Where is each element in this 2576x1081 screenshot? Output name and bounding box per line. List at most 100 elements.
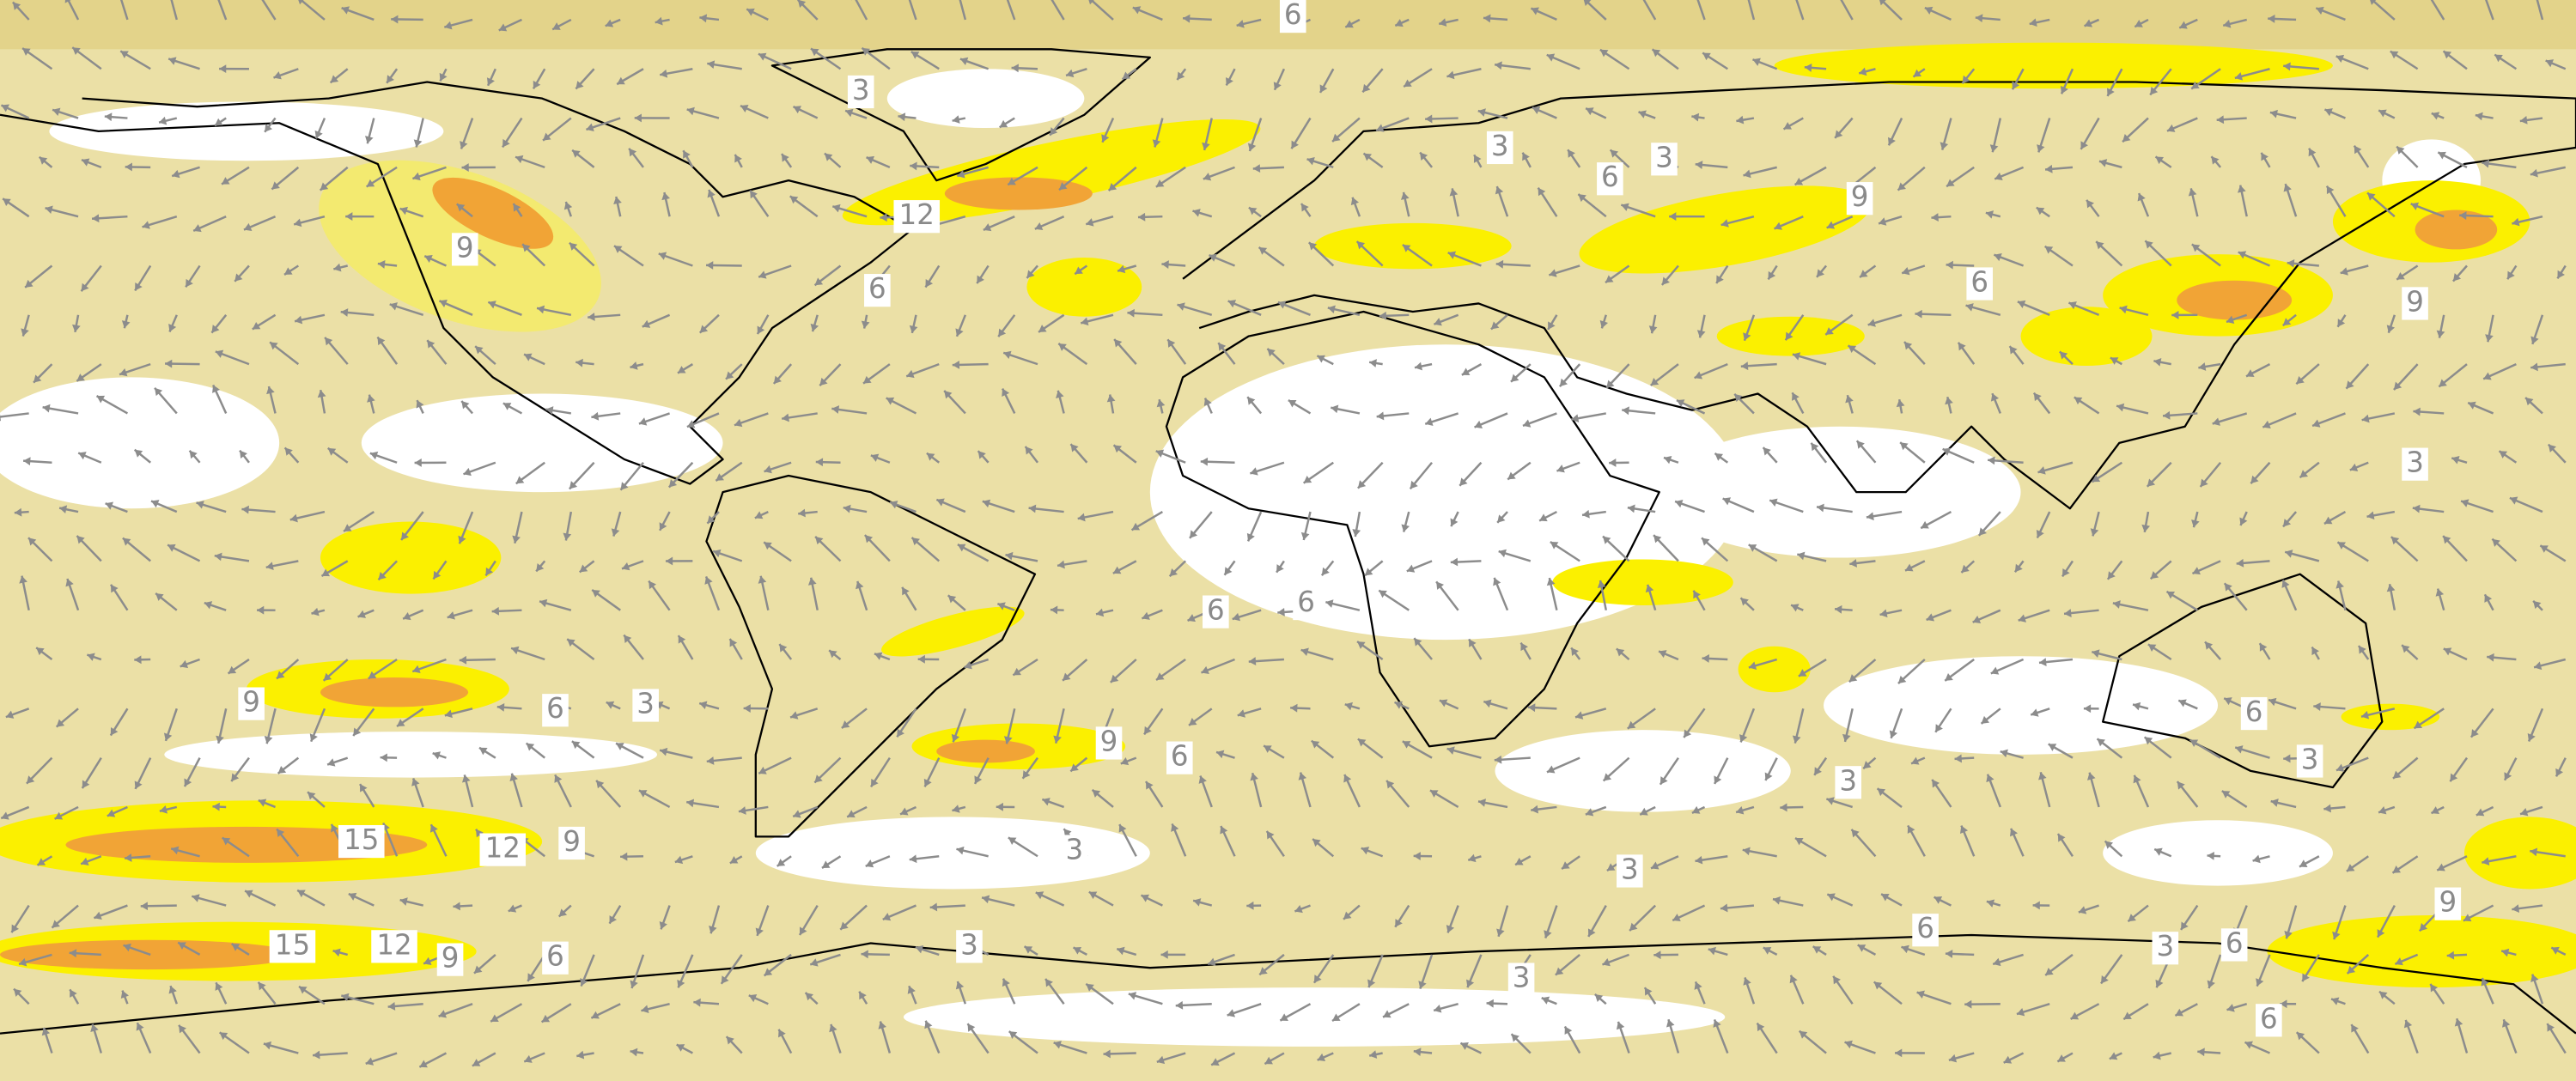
arrow-head <box>1708 946 1716 956</box>
arrow-head <box>204 601 213 610</box>
wind-core <box>936 739 1035 763</box>
arrow-head <box>591 411 600 421</box>
calm-area <box>1824 656 2219 755</box>
arrow-head <box>1546 765 1556 774</box>
arrow-head <box>341 6 350 15</box>
arrow-head <box>909 325 918 333</box>
arrow-head <box>1317 1053 1326 1061</box>
arrow-head <box>1226 76 1233 86</box>
arrow-head <box>271 181 280 190</box>
arrow-head <box>2361 414 2370 423</box>
contour-label: 6 <box>546 692 564 725</box>
arrow-head <box>1990 666 2000 675</box>
arrow-head <box>1599 49 1609 58</box>
label-box <box>1095 726 1123 760</box>
arrow-head <box>2358 646 2366 654</box>
contour-label: 12 <box>485 832 521 865</box>
arrow-head <box>746 8 755 16</box>
arrow-head <box>569 481 578 489</box>
arrow-head <box>1792 352 1801 361</box>
arrow-head <box>638 417 648 426</box>
arrow-head <box>277 671 285 679</box>
arrow-head <box>155 387 163 397</box>
arrow-head <box>81 857 89 865</box>
arrow-head <box>1531 805 1538 814</box>
arrow-head <box>1498 549 1507 558</box>
wind-arrow <box>855 0 868 21</box>
arrow-head <box>2283 519 2292 527</box>
arrow-head <box>2519 116 2528 124</box>
arrow-head <box>2175 1008 2183 1017</box>
arrow-head <box>458 535 466 544</box>
coastline <box>770 48 1151 182</box>
wind-band <box>2341 703 2440 731</box>
arrow-head <box>810 48 819 57</box>
arrow-head <box>1602 958 1611 967</box>
contour-label: 6 <box>1207 594 1225 627</box>
wind-core <box>320 677 469 708</box>
arrow-head <box>799 926 807 935</box>
arrow-head <box>1669 212 1677 222</box>
arrow-head <box>1978 527 1988 536</box>
arrow-head <box>1288 400 1297 408</box>
arrow-head <box>1364 568 1373 576</box>
arrow-head <box>1155 179 1165 187</box>
arrow-head <box>611 528 620 537</box>
arrow-head <box>1774 222 1782 230</box>
arrow-head <box>1088 0 1094 5</box>
arrow-head <box>1425 114 1433 124</box>
arrow-head <box>944 391 953 399</box>
arrow-head <box>2492 538 2500 547</box>
arrow-head <box>453 902 460 911</box>
arrow-head <box>1477 799 1486 807</box>
calm-area <box>361 393 723 493</box>
arrow-head <box>1851 829 1860 838</box>
arrow-head <box>2039 658 2047 666</box>
contour-label: 12 <box>376 928 411 961</box>
arrow-head <box>327 447 337 456</box>
arrow-head <box>1167 339 1176 348</box>
arrow-head <box>120 51 129 58</box>
arrow-head <box>699 701 708 709</box>
arrow-head <box>2281 580 2290 588</box>
arrow-head <box>423 957 432 965</box>
arrow-head <box>630 980 638 989</box>
arrow-head <box>1063 672 1071 681</box>
wind-band <box>1738 646 1811 693</box>
arrow-head <box>1439 699 1448 708</box>
arrow-head <box>952 360 960 369</box>
arrow-head <box>1402 244 1411 252</box>
arrow-head <box>1110 674 1119 683</box>
label-box <box>542 694 569 727</box>
arrow-head <box>2393 381 2402 390</box>
arrow-head <box>674 855 684 865</box>
arrow-head <box>1092 789 1101 798</box>
arrow-head <box>1877 788 1886 797</box>
wind-band <box>1579 185 1871 274</box>
arrow-head <box>982 499 991 508</box>
arrow-head <box>2064 609 2072 617</box>
contour-label: 3 <box>2157 930 2175 963</box>
arrow-head <box>1962 75 1970 84</box>
arrow-head <box>2331 997 2340 1005</box>
arrow-head <box>2443 647 2452 656</box>
arrow-head <box>810 958 819 967</box>
arrow-head <box>886 397 895 405</box>
arrow-head <box>36 647 45 656</box>
arrow-head <box>403 612 411 621</box>
arrow-head <box>2313 702 2321 711</box>
arrow-head <box>757 325 765 335</box>
wind-arrow <box>959 0 967 21</box>
arrow-head <box>1931 213 1939 222</box>
arrow-head <box>2144 737 2153 745</box>
arrow-head <box>2459 211 2467 220</box>
arrow-head <box>120 990 130 999</box>
arrow-head <box>168 57 177 65</box>
wind-arrow <box>119 0 129 21</box>
arrow-head <box>2236 558 2244 568</box>
label-box <box>1846 182 1873 216</box>
arrow-head <box>1319 84 1328 93</box>
arrow-head <box>622 562 630 571</box>
arrow-head <box>1946 260 1953 270</box>
arrow-head <box>1958 342 1966 351</box>
